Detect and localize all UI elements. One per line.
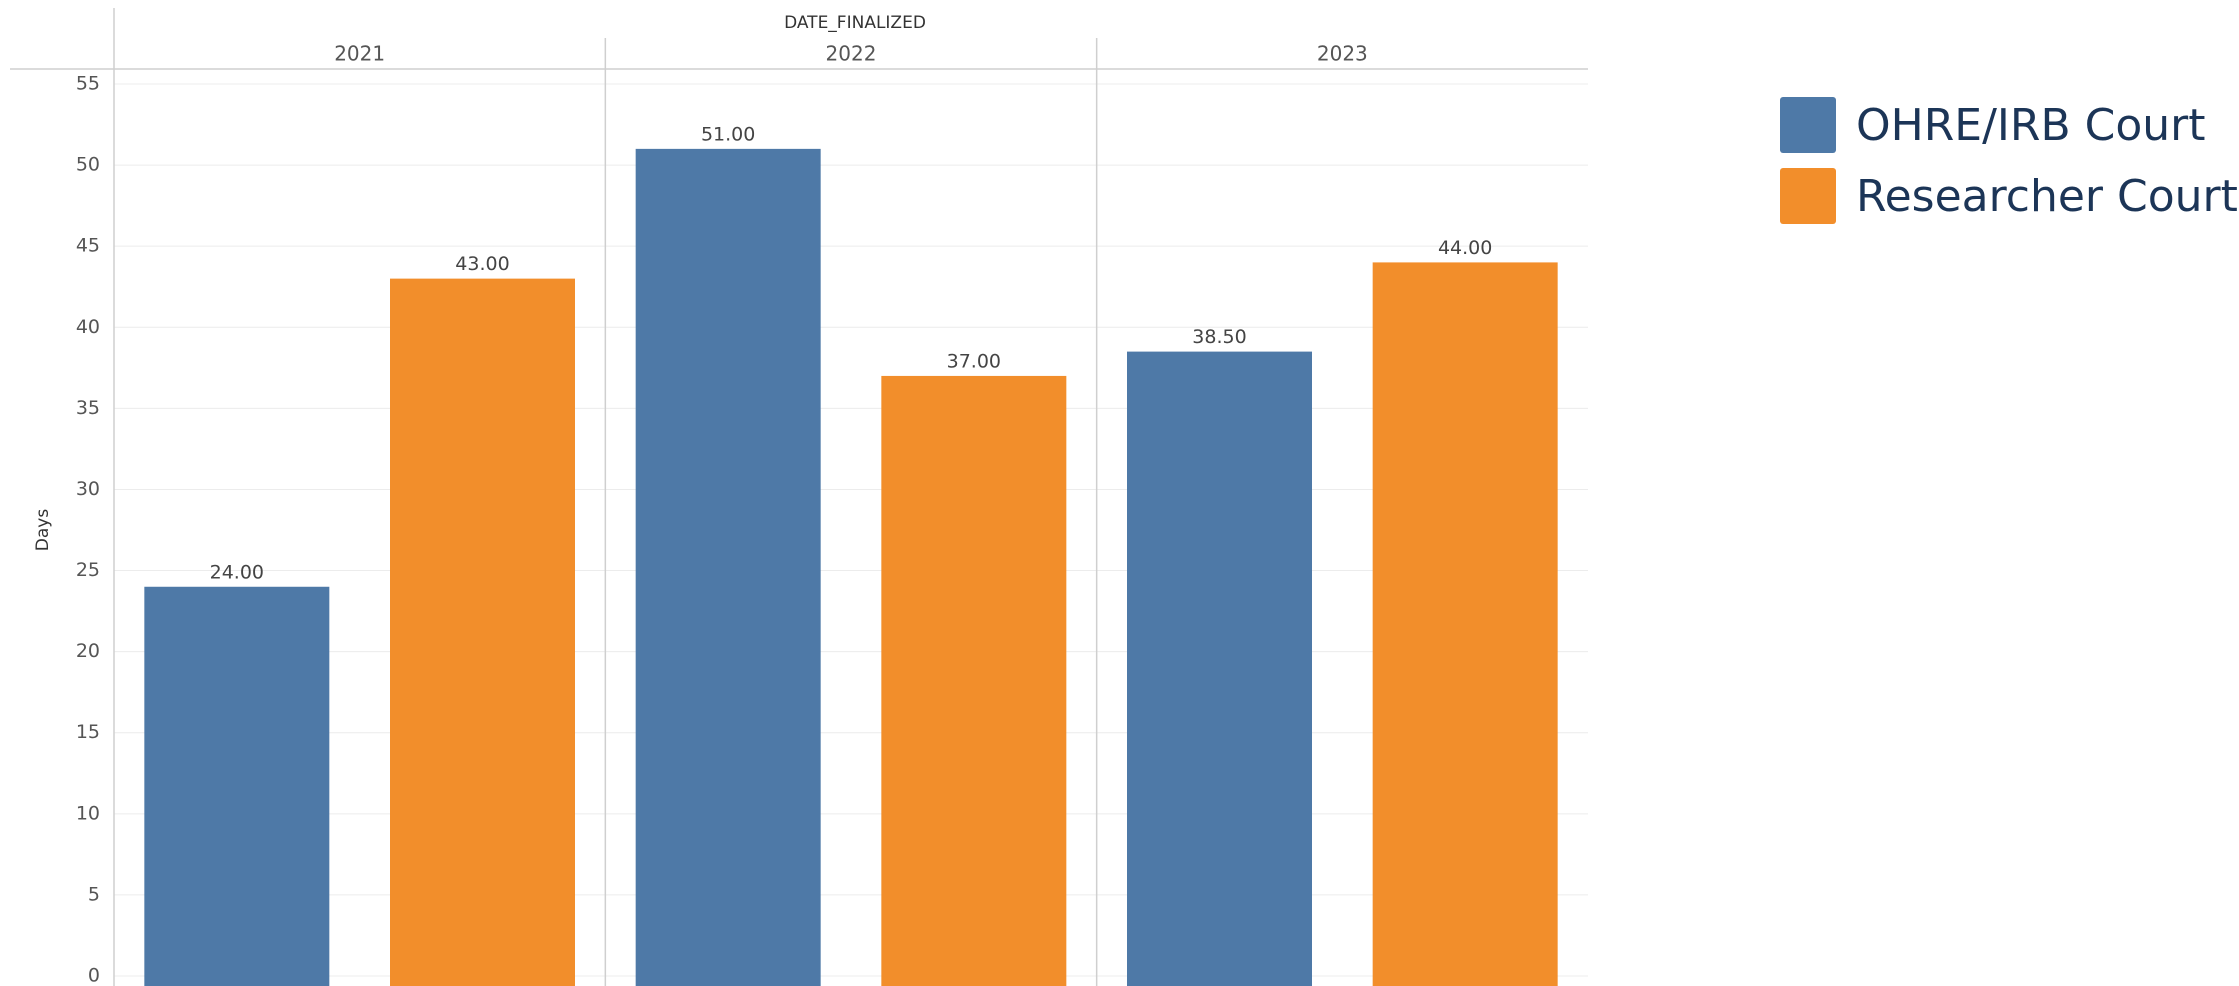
data-label-2023-ohre-irb-court: 38.50 [1192, 326, 1246, 348]
y-tick-label: 55 [76, 73, 100, 95]
y-tick-label: 10 [76, 802, 100, 824]
bars [144, 148, 1558, 986]
column-header-2021: 2021 [334, 42, 385, 66]
legend-label-ohre-irb-court: OHRE/IRB Court [1856, 99, 2206, 151]
data-label-2021-ohre-irb-court: 24.00 [210, 561, 264, 583]
data-label-2023-researcher-court: 44.00 [1438, 237, 1492, 259]
legend-item-researcher-court[interactable]: Researcher Court [1780, 167, 2238, 225]
legend-swatch-ohre-irb-court [1780, 97, 1836, 153]
legend-swatch-researcher-court [1780, 168, 1836, 224]
y-tick-label: 20 [76, 640, 100, 662]
y-axis-title: Days [33, 509, 53, 552]
bar-2023-ohre-irb-court[interactable] [1127, 351, 1312, 986]
data-label-2021-researcher-court: 43.00 [455, 253, 509, 275]
y-tick-label: 35 [76, 397, 100, 419]
data-labels: 24.00 43.00 51.00 37.00 38.50 44.00 [210, 123, 1493, 583]
column-header-title: DATE_FINALIZED [784, 13, 926, 33]
y-tick-label: 5 [88, 883, 100, 905]
y-axis-ticks: 0 5 10 15 20 25 30 35 40 45 50 55 [76, 73, 100, 986]
column-header-2023: 2023 [1317, 42, 1368, 66]
bar-2023-researcher-court[interactable] [1372, 262, 1558, 986]
y-tick-label: 45 [76, 235, 100, 257]
data-label-2022-researcher-court: 37.00 [947, 350, 1001, 372]
bar-2022-researcher-court[interactable] [881, 375, 1067, 986]
y-tick-label: 0 [88, 965, 100, 986]
y-tick-label: 25 [76, 559, 100, 581]
data-label-2022-ohre-irb-court: 51.00 [701, 123, 755, 145]
legend-item-ohre-irb-court[interactable]: OHRE/IRB Court [1780, 96, 2238, 154]
bar-2021-researcher-court[interactable] [390, 278, 575, 986]
column-headers: 2021 2022 2023 [334, 42, 1368, 66]
y-tick-label: 15 [76, 721, 100, 743]
y-tick-label: 40 [76, 316, 100, 338]
column-header-2022: 2022 [826, 42, 877, 66]
legend-label-researcher-court: Researcher Court [1856, 170, 2238, 222]
gridlines [114, 83, 1588, 977]
y-tick-label: 50 [76, 154, 100, 176]
y-tick-label: 30 [76, 478, 100, 500]
bar-2021-ohre-irb-court[interactable] [144, 586, 330, 986]
legend: OHRE/IRB Court Researcher Court [1780, 96, 2238, 238]
bar-2022-ohre-irb-court[interactable] [635, 148, 821, 986]
pane-dividers [10, 8, 1588, 986]
